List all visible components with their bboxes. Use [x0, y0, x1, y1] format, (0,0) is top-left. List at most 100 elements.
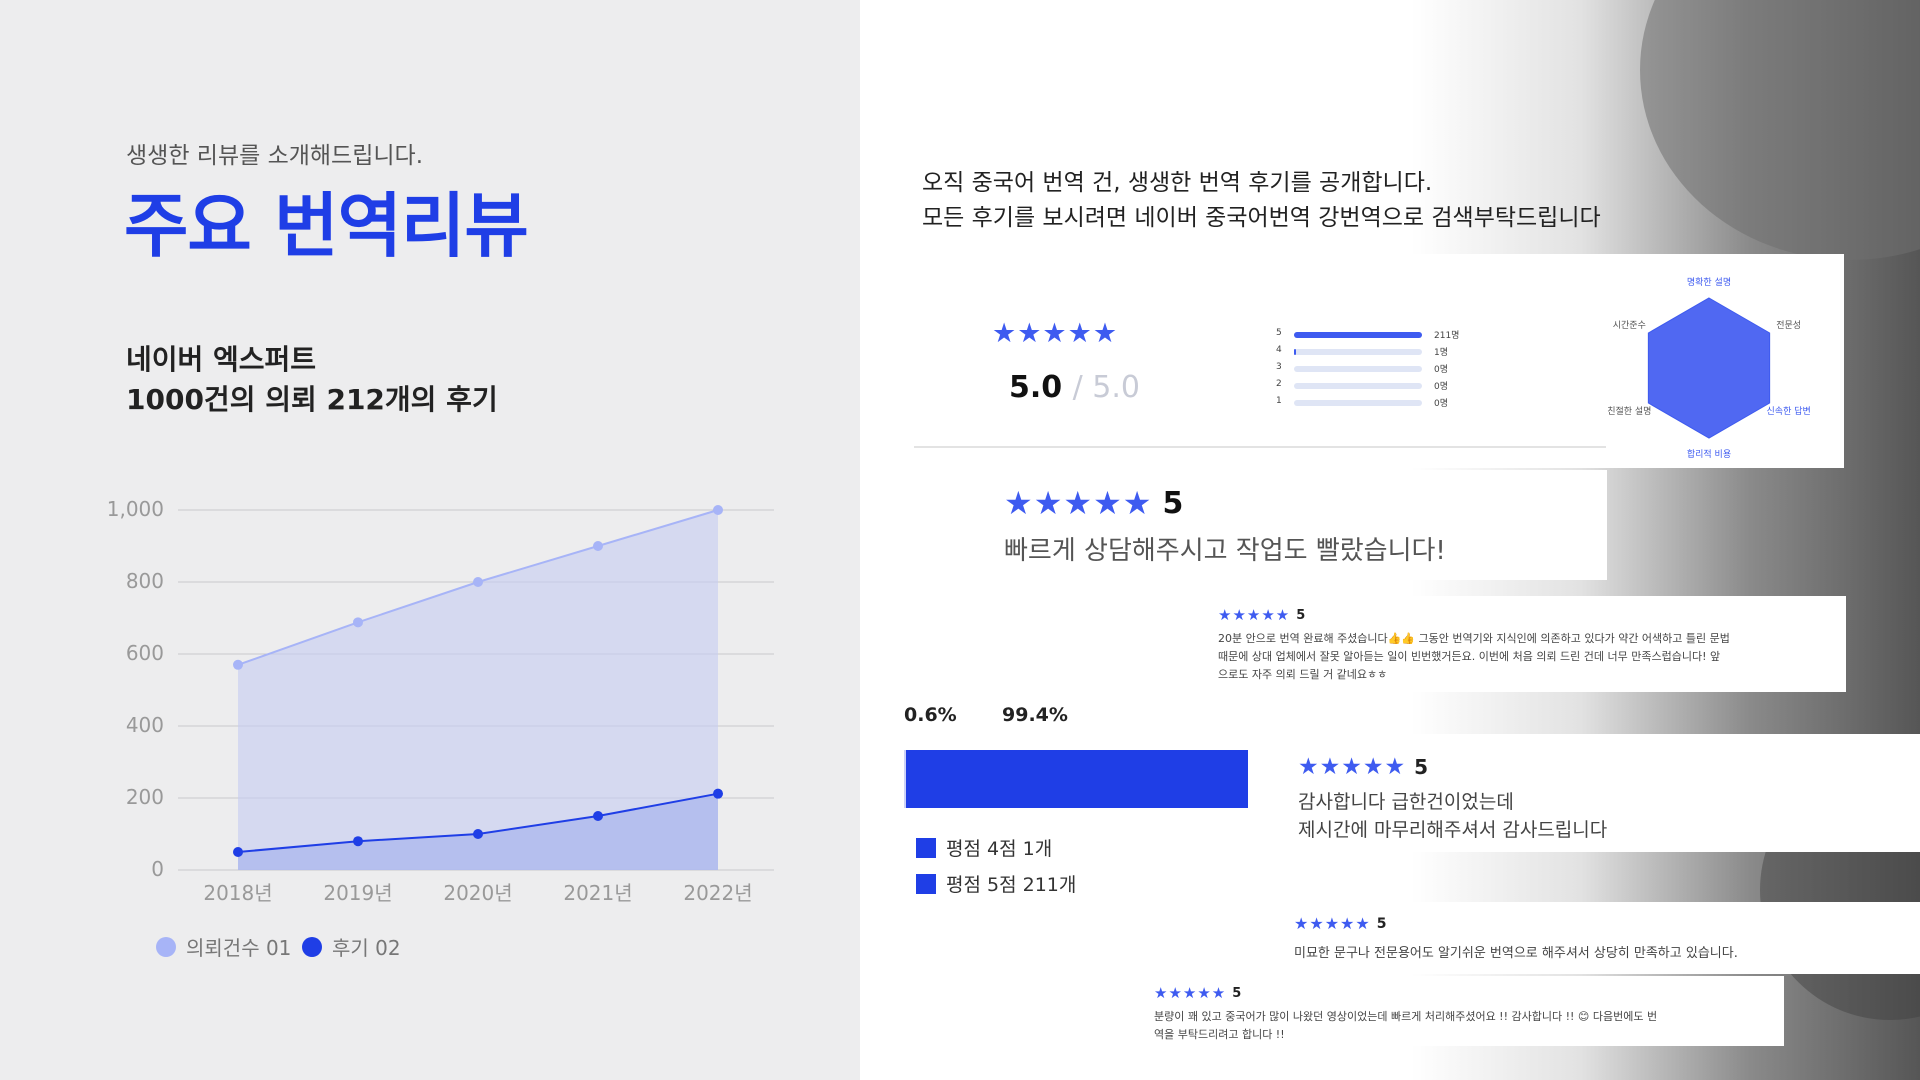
- dist-star-label: 5: [1276, 328, 1282, 338]
- review-rating: ★★★★★ 5: [1218, 606, 1305, 624]
- y-tick-label: 600: [126, 641, 164, 665]
- data-point: [593, 541, 603, 551]
- dist-star-label: 2: [1276, 379, 1282, 389]
- pct-low: 0.6%: [904, 704, 957, 726]
- dist-star-label: 4: [1276, 345, 1282, 355]
- data-point: [233, 659, 243, 670]
- dist-bar-fill: [1294, 332, 1422, 338]
- review-text: 빠르게 상담해주시고 작업도 빨랐습니다!: [1004, 536, 1446, 566]
- review-stars: ★★★★★: [1154, 984, 1227, 1002]
- data-point: [233, 847, 243, 857]
- x-tick-label: 2021년: [563, 881, 632, 905]
- review-score: 5: [1232, 985, 1242, 1001]
- dist-count: 0명: [1434, 399, 1449, 409]
- series-area: [238, 510, 718, 870]
- y-tick-label: 800: [126, 569, 164, 593]
- review-text-line: 으로도 자주 의뢰 드릴 거 같네요ㅎㅎ: [1218, 668, 1388, 681]
- expert-heading: 네이버 엑스퍼트 1000건의 의뢰 212개의 후기: [126, 340, 498, 420]
- legend-label-reviews: 후기 02: [332, 936, 401, 960]
- data-point: [353, 617, 363, 628]
- expert-line-2: 1000건의 의뢰 212개의 후기: [126, 383, 498, 416]
- y-tick-label: 0: [151, 857, 164, 881]
- y-tick-label: 1,000: [107, 497, 164, 521]
- legend-item-reviews: 후기 02: [302, 932, 401, 961]
- expert-line-1: 네이버 엑스퍼트: [126, 343, 317, 376]
- background-photo-shade: [1640, 0, 1920, 260]
- review-text-line: 20분 안으로 번역 완료해 주셨습니다👍👍 그동안 번역기와 지식인에 의존하…: [1218, 632, 1730, 645]
- review-text: 20분 안으로 번역 완료해 주셨습니다👍👍 그동안 번역기와 지식인에 의존하…: [1218, 630, 1730, 684]
- ratio-bar-fill: [906, 750, 1248, 808]
- review-text: 감사합니다 급한건이었는데 제시간에 마무리해주셔서 감사드립니다: [1298, 788, 1607, 844]
- review-stars: ★★★★★: [1004, 484, 1153, 522]
- intro-line-2: 모든 후기를 보시려면 네이버 중국어번역 강번역으로 검색부탁드립니다: [922, 205, 1601, 231]
- dist-bar: [1294, 383, 1422, 389]
- legend-label-requests: 의뢰건수 01: [186, 936, 292, 960]
- data-point: [713, 505, 723, 515]
- data-point: [713, 788, 723, 799]
- score-max: / 5.0: [1072, 370, 1140, 405]
- intro-text: 오직 중국어 번역 건, 생생한 번역 후기를 공개합니다. 모든 후기를 보시…: [922, 166, 1601, 236]
- y-tick-label: 200: [126, 785, 164, 809]
- review-card: ★★★★★ 5 20분 안으로 번역 완료해 주셨습니다👍👍 그동안 번역기와 …: [1206, 596, 1846, 692]
- area-chart: 0 200 400 600 800 1,000 2018년 2019년 2020년 2021년 20…: [107, 497, 774, 905]
- score-value: 5.0: [1009, 370, 1063, 405]
- dist-count: 0명: [1434, 365, 1449, 375]
- review-rating: ★★★★★ 5: [1294, 914, 1386, 933]
- review-score: 5: [1376, 915, 1387, 932]
- review-stars: ★★★★★: [1294, 914, 1371, 933]
- legend-item-requests: 의뢰건수 01: [156, 932, 291, 961]
- review-rating: ★★★★★ 5: [1298, 754, 1428, 780]
- legend-square: [916, 837, 936, 858]
- ratio-legend-label: 평점 5점 211개: [946, 874, 1077, 896]
- review-text-line: 때문에 상대 업체에서 잘못 알아듣는 일이 빈번했거든요. 이번에 처음 의뢰…: [1218, 650, 1721, 663]
- review-card: ★★★★★ 5 미묘한 문구나 전문용어도 알기쉬운 번역으로 해주셔서 상당히…: [1284, 902, 1920, 974]
- dist-count: 211명: [1434, 331, 1460, 341]
- dist-star-label: 3: [1276, 362, 1282, 372]
- radar-label: 신속한 답변: [1767, 405, 1811, 417]
- data-point: [593, 811, 603, 821]
- data-point: [473, 577, 483, 587]
- dist-count: 1명: [1434, 348, 1449, 358]
- ratio-bar: [904, 750, 1248, 808]
- radar-label: 명확한 설명: [1687, 276, 1731, 288]
- review-score: 5: [1162, 485, 1184, 521]
- legend-dot-requests: [156, 936, 176, 957]
- summary-stars: ★★★★★: [992, 318, 1119, 349]
- review-card: ★★★★★ 5 감사합니다 급한건이었는데 제시간에 마무리해주셔서 감사드립니…: [1284, 734, 1920, 852]
- radar-label: 전문성: [1776, 320, 1801, 331]
- review-text-line: 역을 부탁드리려고 합니다 !!: [1154, 1028, 1285, 1041]
- ratio-legend-5star: 평점 5점 211개: [916, 870, 1076, 897]
- y-tick-label: 400: [126, 713, 164, 737]
- data-point: [353, 836, 363, 847]
- x-tick-label: 2022년: [683, 881, 752, 905]
- series-area: [238, 793, 718, 870]
- review-text: 분량이 꽤 있고 중국어가 많이 나왔던 영상이었는데 빠르게 처리해주셨어요 …: [1154, 1008, 1657, 1044]
- radar-label: 합리적 비용: [1687, 448, 1731, 460]
- page-subtitle: 생생한 리뷰를 소개해드립니다.: [126, 143, 424, 169]
- review-score: 5: [1414, 755, 1429, 779]
- dist-bar: [1294, 332, 1422, 338]
- ratio-legend-4star: 평점 4점 1개: [916, 834, 1052, 861]
- x-tick-label: 2018년: [203, 881, 272, 905]
- legend-dot-reviews: [302, 936, 322, 957]
- summary-score: 5.0 / 5.0: [1009, 370, 1140, 405]
- review-rating: ★★★★★ 5: [1004, 484, 1183, 522]
- left-panel: 생생한 리뷰를 소개해드립니다. 주요 번역리뷰 네이버 엑스퍼트 1000건의…: [0, 0, 860, 1080]
- dist-bar: [1294, 366, 1422, 372]
- review-text-line: 분량이 꽤 있고 중국어가 많이 나왔던 영상이었는데 빠르게 처리해주셨어요 …: [1154, 1010, 1658, 1023]
- pct-high: 99.4%: [1002, 704, 1068, 726]
- review-text: 미묘한 문구나 전문용어도 알기쉬운 번역으로 해주셔서 상당히 만족하고 있습…: [1294, 946, 1738, 961]
- dist-count: 0명: [1434, 382, 1449, 392]
- radar-label: 시간준수: [1613, 320, 1646, 331]
- review-stars: ★★★★★: [1218, 606, 1291, 624]
- data-point: [473, 829, 483, 839]
- radar-area: [1647, 297, 1771, 439]
- review-score: 5: [1296, 607, 1306, 623]
- review-stars: ★★★★★: [1298, 754, 1407, 780]
- review-card: ★★★★★ 5 분량이 꽤 있고 중국어가 많이 나왔던 영상이었는데 빠르게 …: [1144, 976, 1784, 1046]
- divider: [914, 446, 1606, 448]
- dist-bar: [1294, 349, 1422, 355]
- dist-star-label: 1: [1276, 396, 1282, 406]
- ratio-legend-label: 평점 4점 1개: [946, 838, 1053, 860]
